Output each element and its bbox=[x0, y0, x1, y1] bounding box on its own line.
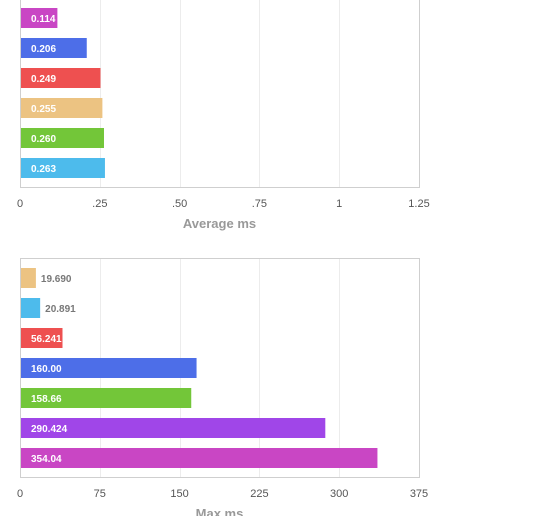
bar bbox=[21, 298, 41, 318]
bar bbox=[21, 358, 197, 378]
bar-value-label: 0.114 bbox=[31, 14, 56, 25]
x-tick-label: 1 bbox=[336, 198, 342, 210]
bar bbox=[21, 388, 192, 408]
chart-2: 19.690 20.891 56.241 160.00 158.66 290.424 354… bbox=[17, 258, 428, 516]
bar bbox=[21, 328, 63, 348]
bar-value-label: 290.424 bbox=[31, 424, 68, 435]
bar bbox=[21, 128, 104, 148]
x-tick-label: 375 bbox=[410, 488, 428, 500]
bar bbox=[21, 8, 58, 28]
bar-value-label: 0.206 bbox=[31, 44, 56, 55]
x-tick-label: 225 bbox=[250, 488, 268, 500]
x-tick-label: .75 bbox=[252, 198, 267, 210]
bar-value-label: 0.263 bbox=[31, 164, 56, 175]
bar-value-label: 0.249 bbox=[31, 74, 56, 85]
x-tick-label: .50 bbox=[172, 198, 187, 210]
x-tick-label: 0 bbox=[17, 198, 23, 210]
x-axis-title: Max ms bbox=[196, 506, 244, 516]
bar bbox=[21, 448, 378, 468]
x-tick-label: .25 bbox=[92, 198, 107, 210]
chart-1: 0.114 0.206 0.249 0.255 0.260 0.263 0 .25 .50 .75… bbox=[17, 0, 430, 231]
bar-value-label: 20.891 bbox=[45, 304, 76, 315]
bar-value-label: 160.00 bbox=[31, 364, 62, 375]
bar-value-label: 56.241 bbox=[31, 334, 62, 345]
bar bbox=[21, 38, 87, 58]
bar-value-label: 19.690 bbox=[41, 274, 72, 285]
bar-value-label: 158.66 bbox=[31, 394, 62, 405]
x-axis-title: Average ms bbox=[183, 216, 256, 231]
bar-value-label: 0.255 bbox=[31, 104, 56, 115]
bar-value-label: 0.260 bbox=[31, 134, 56, 145]
x-tick-label: 150 bbox=[170, 488, 188, 500]
bar bbox=[21, 68, 101, 88]
x-tick-label: 300 bbox=[330, 488, 348, 500]
x-tick-label: 0 bbox=[17, 488, 23, 500]
bar bbox=[21, 158, 105, 178]
x-tick-label: 1.25 bbox=[408, 198, 429, 210]
bar bbox=[21, 418, 326, 438]
bar bbox=[21, 268, 36, 288]
x-tick-label: 75 bbox=[94, 488, 106, 500]
bar-value-label: 354.04 bbox=[31, 454, 62, 465]
plot-area bbox=[20, 0, 420, 188]
bar bbox=[21, 98, 103, 118]
